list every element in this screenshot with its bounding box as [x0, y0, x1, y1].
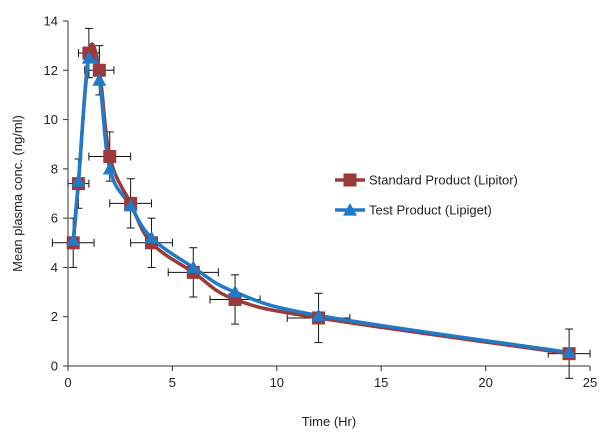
- x-tick-label: 20: [478, 375, 492, 390]
- data-point-test: [144, 230, 159, 244]
- y-tick-label: 6: [51, 211, 58, 226]
- y-axis-title: Mean plasma conc. (ng/ml): [10, 115, 25, 272]
- y-tick-label: 8: [51, 161, 58, 176]
- x-tick-label: 0: [64, 375, 71, 390]
- legend-marker-standard: [343, 173, 357, 187]
- series-lines: [71, 42, 571, 356]
- x-axis-title: Time (Hr): [302, 414, 356, 429]
- series-markers: [66, 46, 577, 361]
- x-tick-label: 5: [169, 375, 176, 390]
- data-point-standard: [92, 63, 106, 77]
- y-tick-label: 12: [44, 63, 58, 78]
- axes: [67, 21, 590, 367]
- y-tick-label: 10: [44, 112, 58, 127]
- legend-label-standard: Standard Product (Lipitor): [369, 173, 518, 188]
- data-point-test: [311, 308, 326, 322]
- y-tick-label: 4: [51, 260, 58, 275]
- axis-ticks: 0 5 10 15 20 25 0 2 4 6 8 10 12 14: [44, 14, 598, 391]
- data-point-test: [102, 161, 117, 175]
- data-point-test: [66, 233, 81, 246]
- data-point-standard: [103, 150, 117, 164]
- legend-item-test: Test Product (Lipiget): [335, 203, 492, 218]
- y-tick-label: 14: [44, 14, 58, 29]
- data-point-test: [71, 174, 86, 187]
- data-point-test: [562, 345, 577, 359]
- data-point-test: [123, 198, 138, 212]
- x-tick-label: 25: [583, 375, 597, 390]
- data-point-test: [81, 50, 96, 64]
- x-tick-label: 10: [270, 375, 284, 390]
- y-tick-label: 0: [51, 359, 58, 374]
- series-line-standard: [71, 42, 571, 356]
- series-line-test: [71, 49, 571, 355]
- x-tick-label: 15: [374, 375, 388, 390]
- legend-marker-test: [343, 203, 357, 216]
- legend-item-standard: Standard Product (Lipitor): [335, 173, 518, 188]
- data-point-test: [92, 73, 107, 86]
- y-tick-label: 2: [51, 309, 58, 324]
- data-point-test: [186, 260, 201, 274]
- data-point-test: [228, 285, 243, 298]
- legend-label-test: Test Product (Lipiget): [369, 203, 492, 218]
- legend: Standard Product (Lipitor) Test Product …: [335, 173, 518, 218]
